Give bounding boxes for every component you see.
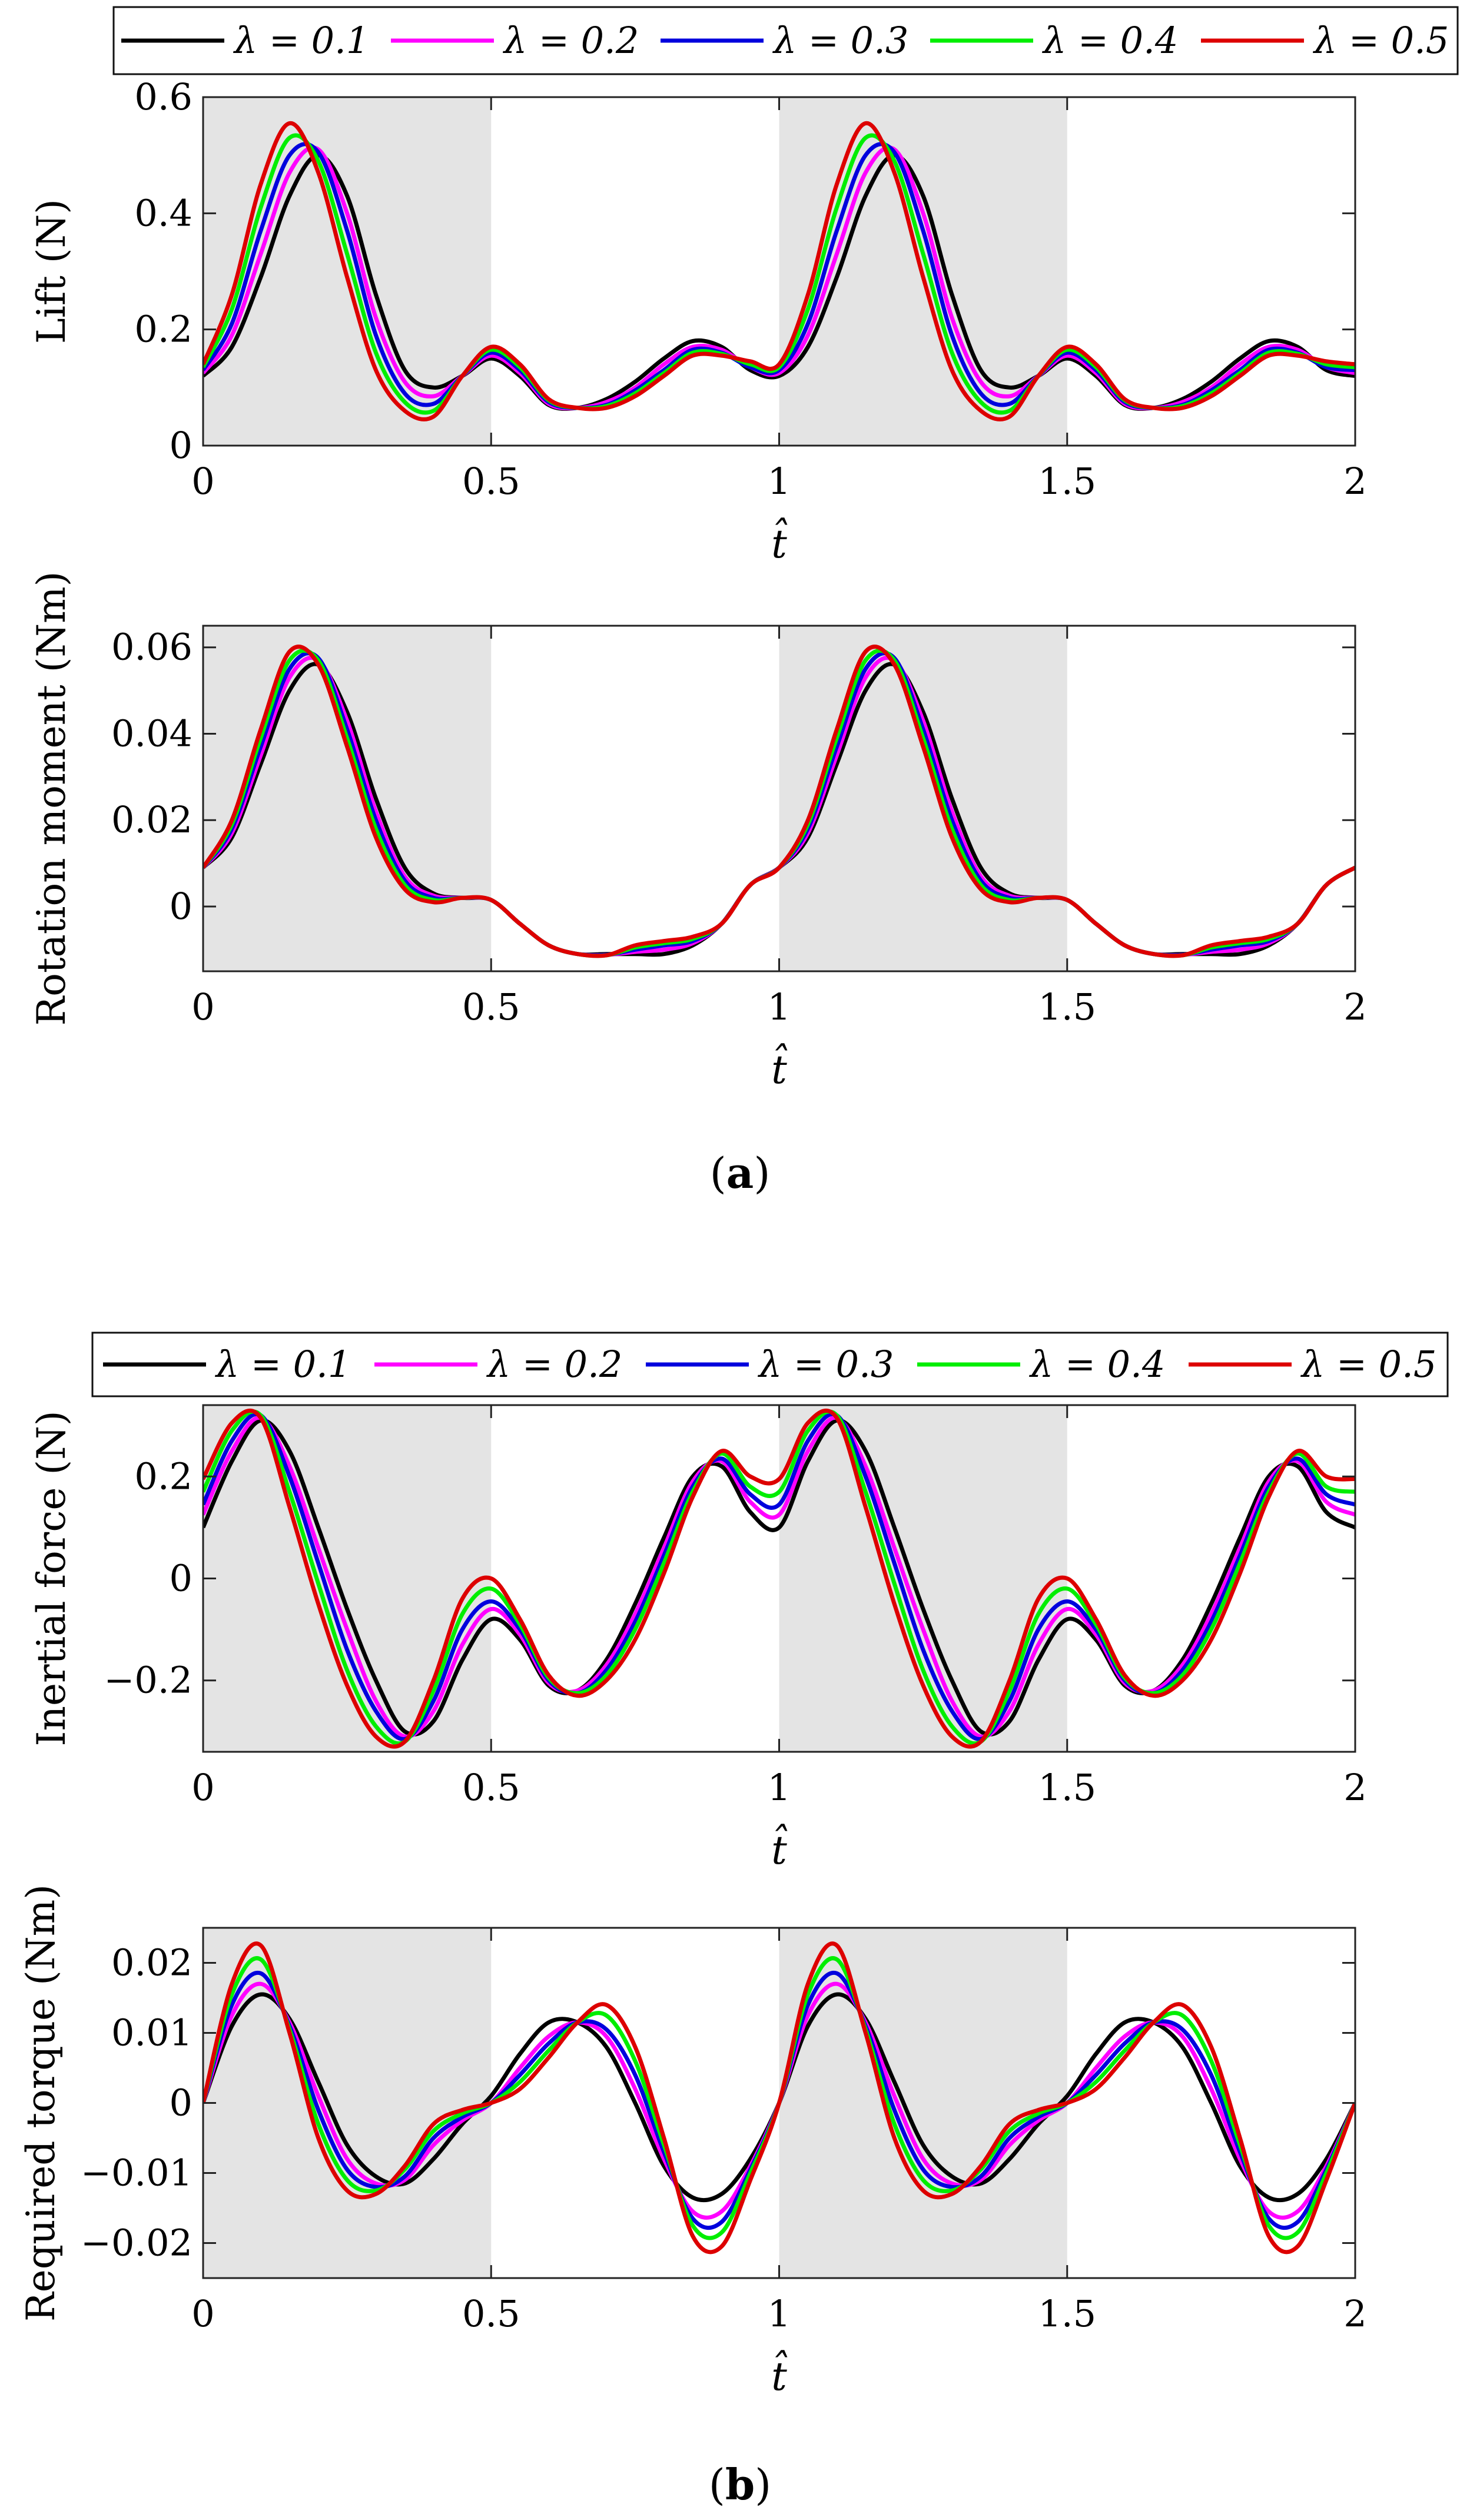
x-tick-label: 0.5 <box>462 460 520 503</box>
x-tick-label: 1.5 <box>1038 2292 1096 2335</box>
shaded-region <box>779 1405 1067 1752</box>
x-axis-label: t̂ <box>771 519 788 567</box>
chart-lift: 0 0.5 1 1.5 2 0 0.2 0.4 0.6 t̂ Lift (N) <box>29 75 1367 567</box>
y-tick-label: 0.06 <box>111 626 193 669</box>
chart-inertial-force: 0 0.5 1 1.5 2 −0.2 0 0.2 t̂ Inertial force (N) <box>29 1404 1367 1873</box>
legend-label-5: λ = 0.5 <box>1300 1343 1436 1386</box>
caption-a-close: ) <box>754 1148 770 1198</box>
x-axis-label: t̂ <box>771 2351 788 2399</box>
caption-a-letter: a <box>726 1148 754 1198</box>
legend-label-4: λ = 0.4 <box>1028 1343 1165 1386</box>
legend-label-3: λ = 0.3 <box>757 1343 894 1386</box>
series-lines <box>203 1408 1355 1749</box>
y-tick-label: −0.2 <box>104 1659 193 1702</box>
caption-a: (a) <box>710 1148 771 1198</box>
x-tick-label: 1 <box>768 985 791 1028</box>
shaded-region <box>779 626 1067 971</box>
x-tick-label: 0.5 <box>462 985 520 1028</box>
legend-label-2: λ = 0.2 <box>502 19 639 62</box>
y-tick-label: 0 <box>170 424 193 467</box>
caption-b-close: ) <box>755 2460 771 2509</box>
chart-required-torque: 0 0.5 1 1.5 2 −0.02 −0.01 0 0.01 0.02 t̂ Required t… <box>18 1884 1367 2399</box>
y-tick-label: 0.2 <box>134 1455 193 1498</box>
y-tick-label: 0.2 <box>134 308 193 351</box>
series-line-5 <box>203 121 1355 421</box>
plots: 0 0.5 1 1.5 200.20.40.6t̂Lift (N)0 0.5 1 1.5 200… <box>18 75 1367 2399</box>
x-tick-label: 0 <box>191 2292 214 2335</box>
legend: λ = 0.1 λ = 0.2 λ = 0.3 λ = 0.4 λ = 0.5 <box>112 6 1459 75</box>
y-tick-label: 0.4 <box>134 191 193 234</box>
x-tick-label: 2 <box>1343 460 1366 503</box>
caption-b-open: ( <box>709 2460 725 2509</box>
y-tick-label: 0 <box>170 2081 193 2124</box>
caption-b: (b) <box>709 2459 772 2509</box>
x-tick-label: 1 <box>768 1766 791 1809</box>
y-tick-label: 0.02 <box>111 1941 193 1984</box>
legend-label-1: λ = 0.1 <box>214 1343 351 1386</box>
y-tick-label: 0.01 <box>111 2011 193 2054</box>
chart-rotation-moment: 0 0.5 1 1.5 2 0 0.02 0.04 0.06 t̂ Rotation moment … <box>29 572 1367 1093</box>
y-tick-label: 0 <box>170 885 193 928</box>
y-axis-label: Inertial force (N) <box>29 1410 74 1746</box>
legend-label-5: λ = 0.5 <box>1312 19 1449 62</box>
y-tick-label: 0.6 <box>134 75 193 118</box>
x-axis-label: t̂ <box>771 1044 788 1093</box>
shaded-region <box>203 626 492 971</box>
x-tick-label: 0 <box>191 985 214 1028</box>
captions: (a) (b) <box>709 1148 772 2509</box>
x-tick-label: 1.5 <box>1038 1766 1096 1809</box>
x-tick-label: 0 <box>191 1766 214 1809</box>
series-line-5 <box>203 645 1355 958</box>
y-axis-label: Lift (N) <box>29 199 74 344</box>
legends: λ = 0.1 λ = 0.2 λ = 0.3 λ = 0.4 λ = 0.5λ = 0… <box>91 6 1459 1397</box>
x-tick-label: 2 <box>1343 1766 1366 1809</box>
x-tick-label: 1 <box>768 460 791 503</box>
y-tick-label: −0.01 <box>81 2152 193 2194</box>
series-line-5 <box>203 1408 1355 1749</box>
x-tick-label: 1.5 <box>1038 460 1096 503</box>
legend-label-1: λ = 0.1 <box>233 19 369 62</box>
x-tick-label: 0 <box>191 460 214 503</box>
x-tick-label: 2 <box>1343 985 1366 1028</box>
series-line-4 <box>203 1409 1355 1746</box>
x-tick-label: 1 <box>768 2292 791 2335</box>
series-line-5 <box>203 1941 1355 2255</box>
x-axis-label: t̂ <box>771 1825 788 1873</box>
series-lines <box>203 121 1355 421</box>
y-axis-label: Required torque (Nm) <box>18 1884 64 2322</box>
legend-label-2: λ = 0.2 <box>486 1343 622 1386</box>
legend-label-3: λ = 0.3 <box>772 19 908 62</box>
series-line-2 <box>203 1415 1355 1739</box>
x-tick-label: 1.5 <box>1038 985 1096 1028</box>
y-axis-label: Rotation moment (Nm) <box>29 572 74 1026</box>
x-tick-label: 0.5 <box>462 2292 520 2335</box>
series-lines <box>203 645 1355 958</box>
x-tick-label: 2 <box>1343 2292 1366 2335</box>
y-tick-label: 0.04 <box>111 712 193 755</box>
caption-a-open: ( <box>710 1148 726 1198</box>
legend: λ = 0.1 λ = 0.2 λ = 0.3 λ = 0.4 λ = 0.5 <box>91 1332 1449 1397</box>
caption-b-letter: b <box>725 2459 755 2509</box>
series-lines <box>203 1941 1355 2255</box>
shaded-region <box>203 1405 492 1752</box>
y-tick-label: −0.02 <box>81 2222 193 2265</box>
legend-label-4: λ = 0.4 <box>1041 19 1178 62</box>
x-tick-label: 0.5 <box>462 1766 520 1809</box>
y-tick-label: 0.02 <box>111 798 193 841</box>
y-tick-label: 0 <box>170 1557 193 1600</box>
